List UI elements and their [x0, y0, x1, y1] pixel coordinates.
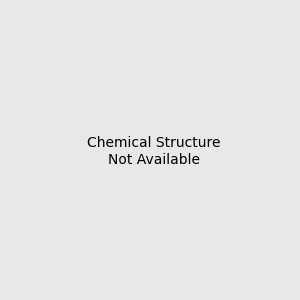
- Text: Chemical Structure
Not Available: Chemical Structure Not Available: [87, 136, 220, 166]
